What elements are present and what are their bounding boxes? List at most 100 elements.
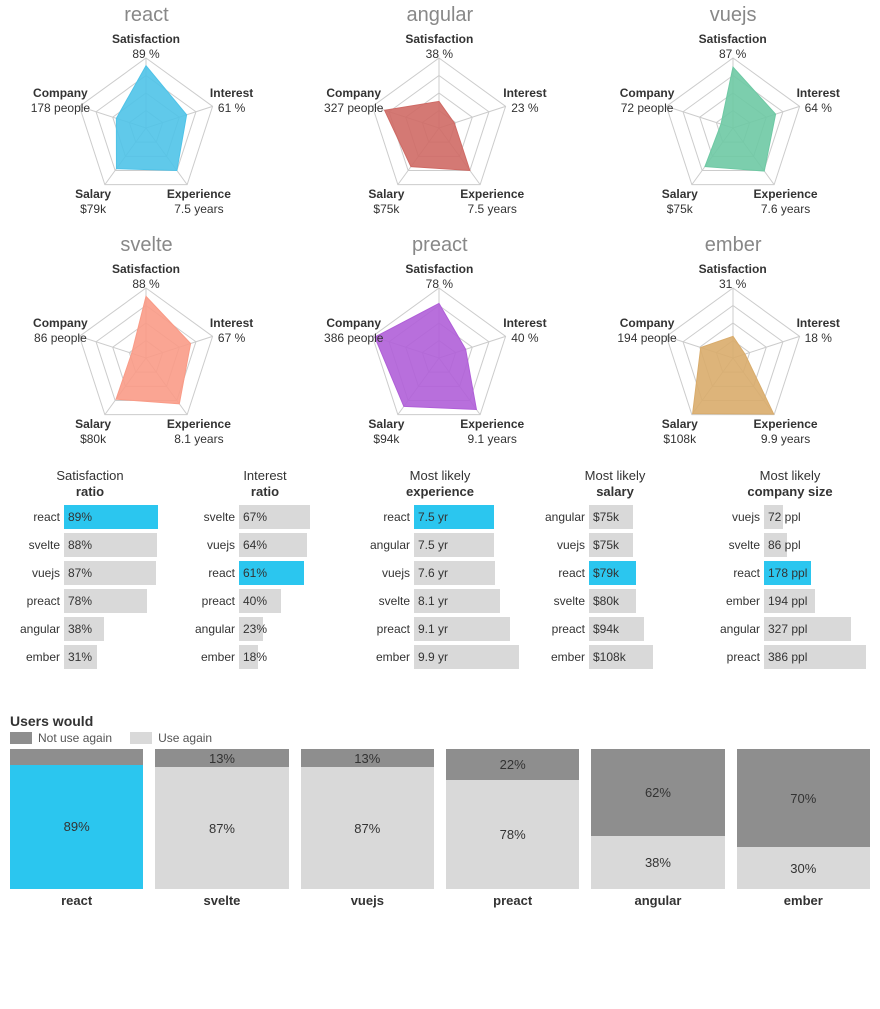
rank-bar-wrap: $79k bbox=[589, 561, 695, 585]
axis-salary: Salary$80k bbox=[48, 417, 138, 447]
axis-company: Company86 people bbox=[15, 316, 105, 346]
rank-bar-wrap: 64% bbox=[239, 533, 345, 557]
rank-label: svelte bbox=[185, 510, 239, 524]
rank-value: 9.1 yr bbox=[418, 617, 448, 641]
stacked-preact: 22%78% preact bbox=[446, 749, 579, 908]
rank-bar-wrap: 7.5 yr bbox=[414, 505, 520, 529]
rank-bar-wrap: 7.6 yr bbox=[414, 561, 520, 585]
rank-row: svelte88% bbox=[10, 533, 170, 557]
rank-row: angular$75k bbox=[535, 505, 695, 529]
stacked-react: 89% react bbox=[10, 749, 143, 908]
rank-value: 64% bbox=[243, 533, 267, 557]
rank-bar-wrap: 88% bbox=[64, 533, 170, 557]
axis-company: Company72 people bbox=[602, 86, 692, 116]
rank-label: ember bbox=[360, 650, 414, 664]
rank-row: angular23% bbox=[185, 617, 345, 641]
radar-react: reactSatisfaction89 %Interest61 %Experie… bbox=[0, 0, 293, 230]
axis-salary: Salary$94k bbox=[341, 417, 431, 447]
rank-value: 9.9 yr bbox=[418, 645, 448, 669]
radar-grid: reactSatisfaction89 %Interest61 %Experie… bbox=[0, 0, 880, 460]
stacked-label: react bbox=[10, 893, 143, 908]
stacked-label: vuejs bbox=[301, 893, 434, 908]
rank-col-satisfaction: Satisfactionratioreact89%svelte88%vuejs8… bbox=[10, 468, 170, 673]
axis-company: Company386 people bbox=[309, 316, 399, 346]
rank-row: angular7.5 yr bbox=[360, 533, 520, 557]
rank-row: react89% bbox=[10, 505, 170, 529]
rank-value: $94k bbox=[593, 617, 619, 641]
rank-value: 87% bbox=[68, 561, 92, 585]
stacked-bar: 22%78% bbox=[446, 749, 579, 889]
radar-svelte: svelteSatisfaction88 %Interest67 %Experi… bbox=[0, 230, 293, 460]
rank-title: Most likelyexperience bbox=[360, 468, 520, 499]
stacked-bar: 13%87% bbox=[155, 749, 288, 889]
stacked-legend: Not use again Use again bbox=[10, 731, 870, 745]
rank-value: 7.6 yr bbox=[418, 561, 448, 585]
axis-interest: Interest40 % bbox=[480, 316, 570, 346]
rank-value: 18% bbox=[243, 645, 267, 669]
rank-bar-wrap: 178 ppl bbox=[764, 561, 870, 585]
rank-label: angular bbox=[10, 622, 64, 636]
rank-value: $75k bbox=[593, 505, 619, 529]
rank-title: Satisfactionratio bbox=[10, 468, 170, 499]
rank-value: 38% bbox=[68, 617, 92, 641]
rank-label: svelte bbox=[360, 594, 414, 608]
stacked-svelte: 13%87%svelte bbox=[155, 749, 288, 908]
rank-bar-wrap: $75k bbox=[589, 533, 695, 557]
rank-row: vuejs$75k bbox=[535, 533, 695, 557]
stacked-label: ember bbox=[737, 893, 870, 908]
rank-row: preact78% bbox=[10, 589, 170, 613]
rank-row: angular 38% bbox=[10, 617, 170, 641]
rank-row: svelte67% bbox=[185, 505, 345, 529]
rank-label: preact bbox=[535, 622, 589, 636]
rank-bar-wrap: 386 ppl bbox=[764, 645, 870, 669]
legend-use: Use again bbox=[130, 731, 212, 745]
rank-col-experience: Most likelyexperience react 7.5 yr angular7… bbox=[360, 468, 520, 673]
axis-experience: Experience7.5 years bbox=[447, 187, 537, 217]
rank-row: preact40% bbox=[185, 589, 345, 613]
axis-interest: Interest67 % bbox=[187, 316, 277, 346]
rank-bar-wrap: 194 ppl bbox=[764, 589, 870, 613]
rank-label: react bbox=[360, 510, 414, 524]
seg-use: 38% bbox=[591, 836, 724, 889]
rank-row: ember31% bbox=[10, 645, 170, 669]
seg-not-use: 13% bbox=[301, 749, 434, 767]
seg-use: 78% bbox=[446, 780, 579, 889]
rank-value: 7.5 yr bbox=[418, 505, 448, 529]
rank-label: react bbox=[185, 566, 239, 580]
rank-label: angular bbox=[185, 622, 239, 636]
rank-bar-wrap: $80k bbox=[589, 589, 695, 613]
rank-value: 40% bbox=[243, 589, 267, 613]
axis-experience: Experience9.9 years bbox=[741, 417, 831, 447]
axis-interest: Interest61 % bbox=[187, 86, 277, 116]
rank-bar-wrap: 8.1 yr bbox=[414, 589, 520, 613]
axis-salary: Salary$79k bbox=[48, 187, 138, 217]
stacked-bar: 89% bbox=[10, 749, 143, 889]
rank-bar-wrap: 86 ppl bbox=[764, 533, 870, 557]
rank-row: react 7.5 yr bbox=[360, 505, 520, 529]
rank-bar-wrap: $94k bbox=[589, 617, 695, 641]
stacked-vuejs: 13%87%vuejs bbox=[301, 749, 434, 908]
rank-col-salary: Most likelysalaryangular$75kvuejs$75krea… bbox=[535, 468, 695, 673]
axis-interest: Interest64 % bbox=[773, 86, 863, 116]
rank-bar-wrap: 87% bbox=[64, 561, 170, 585]
seg-not-use: 13% bbox=[155, 749, 288, 767]
rank-label: react bbox=[10, 510, 64, 524]
rank-value: 61% bbox=[243, 561, 267, 585]
rank-label: vuejs bbox=[535, 538, 589, 552]
stacked-label: preact bbox=[446, 893, 579, 908]
rank-bar-wrap: 23% bbox=[239, 617, 345, 641]
axis-satisfaction: Satisfaction87 % bbox=[688, 32, 778, 62]
rank-bar-wrap: 67% bbox=[239, 505, 345, 529]
rank-value: 194 ppl bbox=[768, 589, 807, 613]
rank-row: vuejs72 ppl bbox=[710, 505, 870, 529]
axis-experience: Experience8.1 years bbox=[154, 417, 244, 447]
rank-row: react 61% bbox=[185, 561, 345, 585]
rank-value: 31% bbox=[68, 645, 92, 669]
rank-row: react178 ppl bbox=[710, 561, 870, 585]
axis-satisfaction: Satisfaction31 % bbox=[688, 262, 778, 292]
radar-title-react: react bbox=[0, 4, 293, 27]
axis-salary: Salary$75k bbox=[635, 187, 725, 217]
axis-company: Company327 people bbox=[309, 86, 399, 116]
rank-row: vuejs64% bbox=[185, 533, 345, 557]
axis-interest: Interest18 % bbox=[773, 316, 863, 346]
